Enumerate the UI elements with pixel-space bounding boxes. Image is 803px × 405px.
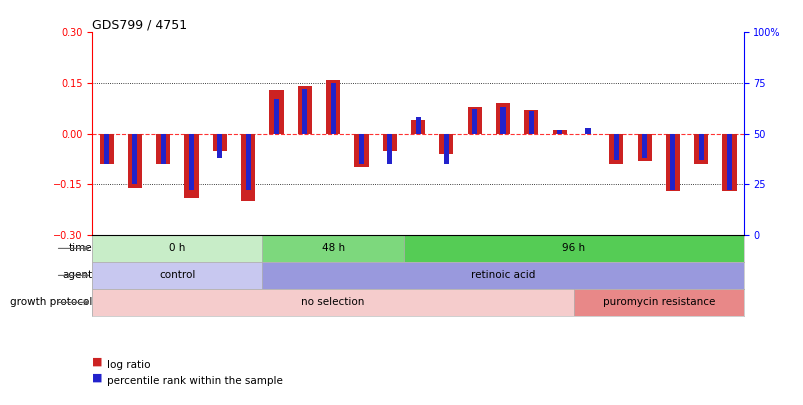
Text: 96 h: 96 h (561, 243, 585, 254)
Text: control: control (159, 271, 195, 280)
Bar (609, 134, 622, 164)
Bar (410, 120, 425, 134)
Bar (217, 134, 222, 158)
Text: time: time (69, 243, 92, 254)
Text: growth protocol: growth protocol (10, 297, 92, 307)
Bar (665, 134, 679, 191)
Bar (262, 235, 403, 262)
Bar (358, 134, 364, 164)
Bar (585, 128, 589, 134)
Bar (128, 134, 142, 188)
Bar (241, 134, 255, 201)
Text: agent: agent (63, 271, 92, 280)
Bar (637, 134, 651, 161)
Text: log ratio: log ratio (107, 360, 150, 369)
Bar (415, 117, 420, 134)
Text: ■: ■ (92, 356, 103, 367)
Text: no selection: no selection (301, 297, 365, 307)
Bar (524, 110, 538, 134)
Text: percentile rank within the sample: percentile rank within the sample (107, 376, 283, 386)
Bar (297, 86, 312, 134)
Bar (274, 99, 279, 134)
Bar (670, 134, 675, 190)
Bar (354, 134, 368, 167)
Bar (269, 90, 283, 134)
Bar (443, 134, 448, 164)
Bar (387, 134, 392, 164)
Bar (132, 134, 137, 184)
Bar (382, 134, 397, 151)
Bar (156, 134, 170, 164)
Text: 48 h: 48 h (321, 243, 344, 254)
Bar (92, 235, 262, 262)
Bar (693, 134, 707, 164)
Bar (726, 134, 732, 190)
Text: 0 h: 0 h (169, 243, 185, 254)
Bar (552, 130, 566, 134)
Bar (642, 134, 646, 158)
Bar (92, 262, 262, 289)
Bar (499, 107, 505, 134)
Bar (556, 130, 561, 134)
Bar (104, 134, 109, 164)
Bar (92, 289, 573, 316)
Bar (722, 134, 736, 191)
Bar (438, 134, 453, 154)
Bar (326, 80, 340, 134)
Bar (495, 103, 509, 134)
Bar (613, 134, 618, 160)
Bar (213, 134, 226, 151)
Bar (246, 134, 251, 190)
Bar (573, 289, 743, 316)
Text: retinoic acid: retinoic acid (471, 271, 535, 280)
Text: puromycin resistance: puromycin resistance (601, 297, 714, 307)
Bar (161, 134, 165, 164)
Bar (467, 107, 481, 134)
Text: ■: ■ (92, 373, 103, 383)
Bar (698, 134, 703, 160)
Bar (471, 109, 477, 134)
Bar (100, 134, 113, 164)
Bar (302, 89, 307, 134)
Text: GDS799 / 4751: GDS799 / 4751 (92, 18, 187, 31)
Bar (262, 262, 743, 289)
Bar (184, 134, 198, 198)
Bar (189, 134, 194, 190)
Bar (403, 235, 743, 262)
Bar (528, 111, 533, 134)
Bar (330, 83, 336, 134)
